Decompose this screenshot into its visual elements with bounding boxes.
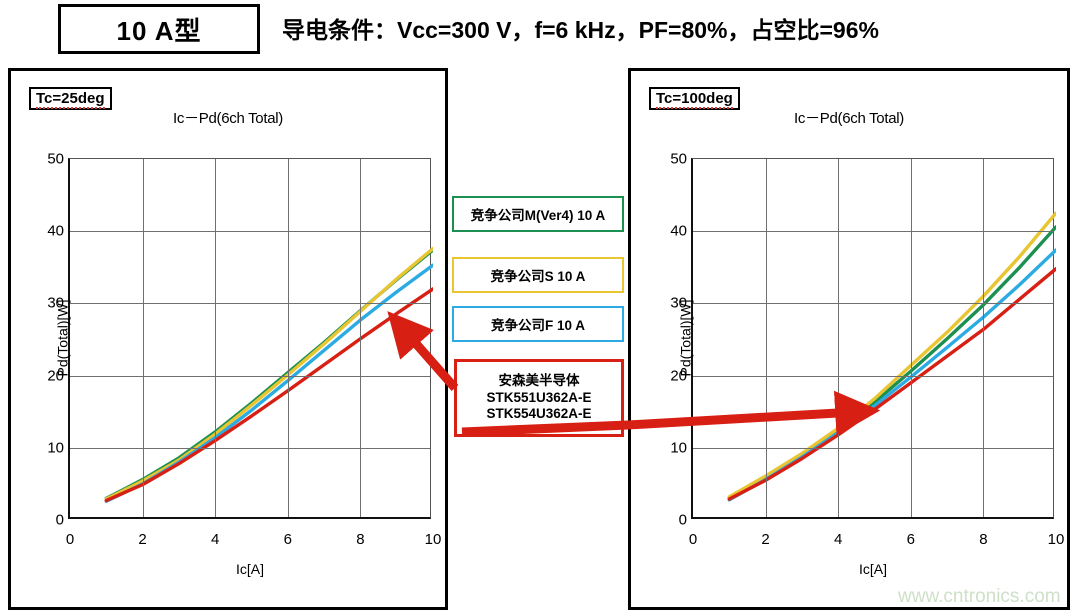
gridline-horizontal: [693, 447, 1053, 449]
gridline-vertical: [215, 159, 217, 517]
y-axis-tick-label: 10: [670, 439, 687, 457]
series-layer: [727, 211, 1056, 502]
legend-item-competitor-f: 竞争公司F 10 A: [452, 306, 624, 342]
chart-right-curves: [693, 159, 1056, 517]
y-axis-tick-label: 50: [47, 150, 64, 168]
x-axis-tick-label: 4: [211, 531, 220, 548]
gridline-horizontal: [70, 375, 430, 377]
y-axis-tick-label: 30: [670, 294, 687, 312]
gridline-vertical: [983, 159, 985, 517]
chart-panel-left: Tc=25deg Ic－Pd(6ch Total) Ic[A] Pd(Total…: [8, 68, 448, 610]
series-line-1: [104, 246, 433, 501]
model-type-label: 10 A型: [116, 15, 202, 46]
y-axis-tick-label: 0: [678, 511, 687, 529]
series-line-2: [104, 263, 433, 503]
gridline-vertical: [765, 159, 767, 517]
legend-item-onsemi-part-2: STK554U362A-E: [486, 406, 592, 422]
chart-right-plot-area: Ic[A] Pd(Total)[W] 0 10 20 30 40 50 0 2 4 6 8 10: [670, 151, 1064, 578]
legend-item-onsemi-part-1: STK551U362A-E: [486, 389, 592, 405]
x-axis-tick-label: 10: [424, 531, 442, 548]
y-axis-tick-label: 0: [55, 511, 64, 529]
series-layer: [104, 246, 433, 503]
x-axis-tick-label: 0: [65, 531, 75, 548]
gridline-vertical: [910, 159, 912, 517]
legend-item-competitor-m: 竞争公司M(Ver4) 10 A: [452, 196, 624, 232]
x-axis-tick-label: 10: [1047, 531, 1065, 548]
gridline-horizontal: [70, 447, 430, 449]
series-line-3: [104, 287, 433, 503]
y-axis-tick-label: 40: [47, 222, 64, 240]
x-axis-tick-label: 8: [979, 531, 988, 548]
series-line-0: [727, 225, 1056, 500]
legend-item-competitor-s-label: 竞争公司S 10 A: [490, 269, 586, 284]
y-axis-tick-label: 20: [47, 367, 64, 385]
chart-left-plot-area: Ic[A] Pd(Total)[W] 0 10 20 30 40 50 0 2 4 6 8 10: [47, 151, 441, 578]
y-axis-tick-label: 10: [47, 439, 64, 457]
series-line-1: [727, 211, 1056, 499]
chart-left-xaxis-label: Ic[A]: [235, 561, 264, 577]
site-watermark: www.cntronics.com: [898, 586, 1061, 607]
chart-right-title: Ic－Pd(6ch Total): [794, 110, 904, 127]
gridline-vertical: [287, 159, 289, 517]
x-axis-tick-label: 2: [138, 531, 147, 548]
x-axis-tick-label: 8: [356, 531, 365, 548]
y-axis-tick-label: 50: [670, 150, 687, 168]
chart-left-condition-label: Tc=25deg: [36, 90, 105, 109]
gridline-vertical: [142, 159, 144, 517]
x-axis-tick-label: 4: [834, 531, 843, 548]
gridline-horizontal: [70, 231, 430, 233]
x-axis-tick-label: 6: [283, 531, 292, 548]
legend-item-onsemi: 安森美半导体 STK551U362A-E STK554U362A-E: [454, 359, 624, 437]
x-axis-tick-label: 6: [906, 531, 915, 548]
x-axis-tick-label: 0: [688, 531, 698, 548]
model-type-box: 10 A型: [58, 4, 260, 54]
gridline-horizontal: [693, 303, 1053, 305]
gridline-vertical: [360, 159, 362, 517]
chart-right-condition-badge: Tc=100deg: [649, 87, 740, 110]
chart-right-condition-label: Tc=100deg: [656, 90, 733, 109]
operating-condition-text: 导电条件：Vcc=300 V，f=6 kHz，PF=80%，占空比=96%: [282, 17, 879, 43]
chart-left-title: Ic－Pd(6ch Total): [173, 110, 283, 127]
legend-item-competitor-f-label: 竞争公司F 10 A: [490, 318, 585, 333]
gridline-vertical: [838, 159, 840, 517]
chart-right-xaxis-label: Ic[A]: [858, 561, 887, 577]
header: 10 A型 导电条件：Vcc=300 V，f=6 kHz，PF=80%，占空比=…: [0, 0, 1078, 60]
x-axis-tick-label: 2: [761, 531, 770, 548]
y-axis-tick-label: 30: [47, 294, 64, 312]
series-line-3: [727, 267, 1056, 501]
legend-item-competitor-s: 竞争公司S 10 A: [452, 257, 624, 293]
y-axis-tick-label: 40: [670, 222, 687, 240]
series-line-0: [104, 248, 433, 501]
chart-left-condition-badge: Tc=25deg: [29, 87, 112, 110]
y-axis-tick-label: 20: [670, 367, 687, 385]
legend-item-competitor-m-label: 竞争公司M(Ver4) 10 A: [470, 208, 606, 223]
gridline-horizontal: [70, 303, 430, 305]
gridline-horizontal: [693, 231, 1053, 233]
chart-panel-right: Tc=100deg Ic－Pd(6ch Total) Ic[A] Pd(Tota…: [628, 68, 1070, 610]
legend-item-onsemi-brand: 安森美半导体: [498, 372, 580, 388]
gridline-horizontal: [693, 375, 1053, 377]
chart-left-curves: [70, 159, 433, 517]
